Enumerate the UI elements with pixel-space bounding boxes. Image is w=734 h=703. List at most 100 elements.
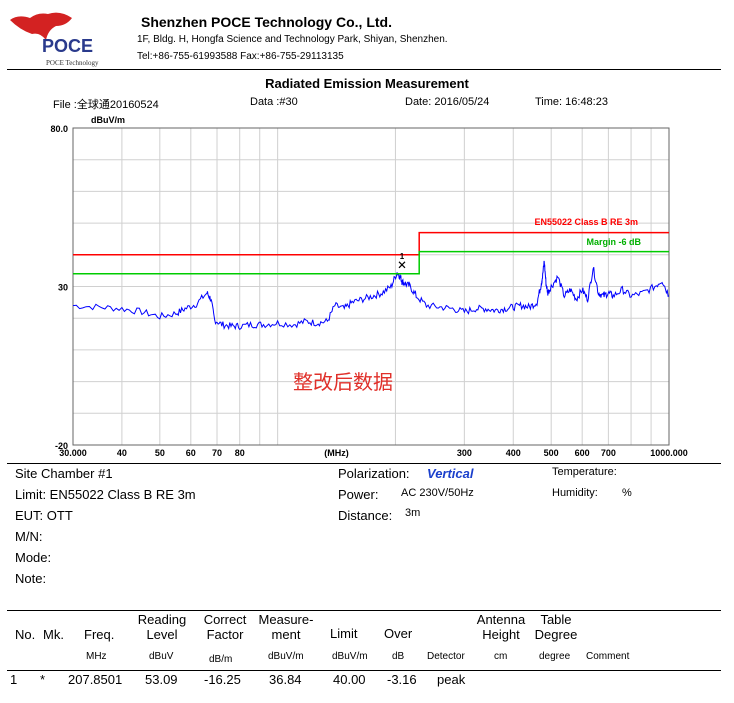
limit-line-label: EN55022 Class B RE 3m	[534, 217, 638, 227]
peak-marker	[398, 261, 406, 269]
unit-correct: dB/m	[209, 654, 233, 665]
humidity-unit: %	[622, 487, 632, 499]
margin-line	[73, 250, 669, 275]
col-reading-line1: Reading	[137, 612, 187, 627]
limit-label: Limit: EN55022 Class B RE 3m	[15, 487, 196, 502]
cell-measure: 36.84	[269, 672, 302, 687]
unit-detector: Detector	[427, 651, 465, 662]
peak-marker-label: 1	[400, 252, 405, 261]
cell-detector: peak	[437, 672, 466, 687]
table-top-divider	[7, 610, 721, 611]
company-address: 1F, Bldg. H, Hongfa Science and Technolo…	[137, 34, 448, 45]
cell-freq: 207.8501	[68, 672, 123, 687]
col-antenna-line1: Antenna	[476, 612, 526, 627]
limit-line	[73, 231, 669, 256]
col-reading-line2: Level	[146, 627, 178, 642]
unit-measure: dBuV/m	[268, 651, 304, 662]
logo-bat-shape	[10, 12, 72, 40]
measurement-trace	[72, 260, 670, 331]
date-label: Date: 2016/05/24	[405, 96, 490, 108]
col-over: Over	[384, 626, 413, 641]
polarization-label: Polarization:	[338, 466, 410, 481]
x-tick-label: 500	[544, 448, 559, 458]
data-label: Data :#30	[250, 96, 298, 108]
report-title: Radiated Emission Measurement	[265, 76, 469, 91]
x-tick-labels: 30.000 40 50 60 70 80 (MHz) 300 400 500 600 700 1000…	[59, 448, 688, 458]
col-correct: Correct Factor	[197, 612, 253, 642]
x-tick-label: 70	[212, 448, 222, 458]
cell-no: 1	[10, 672, 18, 687]
margin-line-label: Margin -6 dB	[586, 237, 641, 247]
col-correct-line1: Correct	[203, 612, 247, 627]
distance-value: 3m	[405, 507, 421, 519]
x-tick-label: (MHz)	[324, 448, 349, 458]
col-reading: Reading Level	[132, 612, 192, 642]
y-tick-label: 30	[58, 283, 68, 293]
x-tick-label: 50	[155, 448, 165, 458]
mode-label: Mode:	[15, 550, 52, 565]
poce-logo: POCE POCE Technology	[10, 12, 99, 67]
y-axis-unit: dBuV/m	[91, 115, 125, 125]
col-limit: Limit	[330, 626, 358, 641]
company-name: Shenzhen POCE Technology Co., Ltd.	[141, 14, 392, 30]
power-value: AC 230V/50Hz	[401, 487, 474, 499]
site-label: Site Chamber #1	[15, 466, 113, 481]
unit-comment: Comment	[586, 651, 630, 662]
x-tick-label: 700	[601, 448, 616, 458]
unit-table: degree	[539, 651, 571, 662]
col-mk: Mk.	[43, 627, 64, 642]
logo-text: POCE	[42, 36, 93, 56]
cell-correct: -16.25	[204, 672, 241, 687]
emission-chart: dBuV/m 整改后数据 80.0 30 -20 30.000 40 50 60 70 80 (…	[50, 115, 688, 458]
unit-over: dB	[392, 651, 405, 662]
col-correct-line2: Factor	[206, 627, 244, 642]
header-divider	[7, 69, 721, 70]
col-measure: Measure- ment	[255, 612, 317, 642]
y-tick-label: 80.0	[50, 124, 68, 134]
col-no: No.	[15, 627, 36, 642]
logo-subtext: POCE Technology	[46, 59, 99, 67]
x-tick-label: 1000.000	[650, 448, 688, 458]
power-label: Power:	[338, 487, 379, 502]
col-table-line1: Table	[540, 612, 572, 627]
unit-reading: dBuV	[149, 651, 174, 662]
mn-label: M/N:	[15, 529, 43, 544]
cell-reading: 53.09	[145, 672, 178, 687]
chart-lines	[72, 231, 670, 331]
plot-frame	[72, 127, 670, 446]
unit-freq: MHz	[86, 651, 107, 662]
temperature-label: Temperature:	[552, 466, 617, 478]
col-table-line2: Degree	[534, 627, 578, 642]
watermark-text: 整改后数据	[293, 371, 393, 394]
company-contact: Tel:+86-755-61993588 Fax:+86-755-2911313…	[137, 51, 344, 62]
chart-grid	[73, 128, 669, 445]
cell-limit: 40.00	[333, 672, 366, 687]
humidity-label: Humidity:	[552, 487, 598, 499]
col-freq: Freq.	[84, 627, 115, 642]
x-tick-label: 40	[117, 448, 127, 458]
y-tick-labels: 80.0 30 -20	[50, 124, 68, 451]
col-antenna: Antenna Height	[470, 612, 532, 642]
x-tick-label: 400	[506, 448, 521, 458]
x-tick-label: 60	[186, 448, 196, 458]
eut-label: EUT: OTT	[15, 508, 73, 523]
chart-markers: 1	[398, 252, 406, 269]
x-tick-label: 30.000	[59, 448, 87, 458]
unit-limit: dBuV/m	[332, 651, 368, 662]
col-measure-line1: Measure-	[258, 612, 314, 627]
y-tick-label: -20	[55, 441, 68, 451]
time-label: Time: 16:48:23	[535, 96, 608, 108]
file-label: File :全球通20160524	[53, 99, 159, 111]
x-tick-label: 80	[235, 448, 245, 458]
col-measure-line2: ment	[271, 627, 301, 642]
note-label: Note:	[15, 571, 47, 586]
cell-mk: *	[40, 672, 46, 687]
info-divider	[7, 463, 721, 464]
x-tick-label: 600	[575, 448, 590, 458]
distance-label: Distance:	[338, 508, 393, 523]
cell-over: -3.16	[387, 672, 417, 687]
table-mid-divider	[7, 670, 721, 671]
x-tick-label: 300	[457, 448, 472, 458]
polarization-value: Vertical	[427, 466, 474, 481]
unit-antenna: cm	[494, 651, 508, 662]
